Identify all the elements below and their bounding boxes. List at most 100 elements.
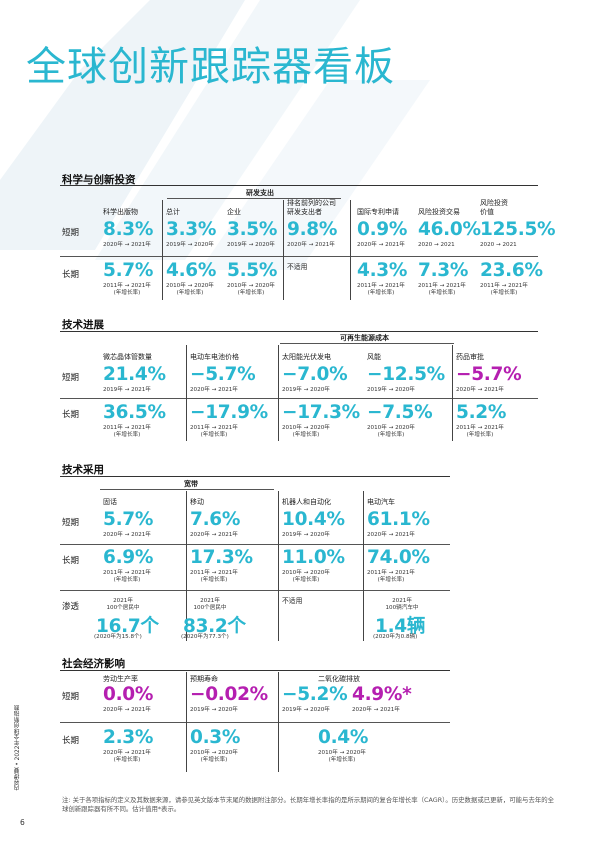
short-value: 61.1% bbox=[367, 509, 430, 530]
row-label-long: 长期 bbox=[62, 736, 80, 746]
short-period: 2019年 → 2020年 bbox=[282, 387, 330, 394]
long-period: 2010年 → 2020年 (年增长率) bbox=[282, 425, 330, 439]
long-value: 5.7% bbox=[103, 260, 154, 281]
row-divider bbox=[60, 722, 450, 723]
penetration-label: 100个居民中 bbox=[193, 605, 227, 611]
long-period-text: 2011年 → 2021年 bbox=[103, 570, 151, 576]
col-header: 电动汽车 bbox=[367, 498, 395, 506]
short-period-text: 2020年 → 2021年 bbox=[103, 242, 151, 248]
long-note: (年增长率) bbox=[328, 757, 356, 763]
row-label-short: 短期 bbox=[62, 373, 80, 383]
long-period: 2011年 → 2021年 (年增长率) bbox=[190, 425, 238, 439]
row-divider bbox=[60, 590, 450, 591]
section-title-science-investment: 科学与创新投资 bbox=[62, 174, 136, 186]
long-note: (年增长率) bbox=[200, 432, 228, 438]
long-period-text: 2010年 → 2020年 bbox=[166, 283, 214, 289]
long-period: 2010年 → 2020年 (年增长率) bbox=[166, 283, 214, 297]
long-period: 2011年 → 2021年 (年增长率) bbox=[103, 570, 151, 584]
short-period: 2019年 → 2020年 bbox=[282, 532, 330, 539]
column-divider bbox=[162, 200, 163, 300]
short-period: 2020年 → 2021年 bbox=[357, 242, 405, 249]
penetration-year: 2021年 bbox=[113, 598, 133, 604]
long-period-text: 2011年 → 2021年 bbox=[456, 425, 504, 431]
short-period-text: 2019年 → 2020年 bbox=[166, 242, 214, 248]
short-value: 5.7% bbox=[103, 509, 154, 530]
penetration-note: (2020年为0.8辆) bbox=[373, 634, 418, 640]
short-period-text: 2020年 → 2021年 bbox=[103, 532, 151, 538]
long-value: −17.3% bbox=[282, 402, 360, 423]
col-header: 电动车电池价格 bbox=[190, 353, 239, 361]
col-header: 科学出版物 bbox=[103, 208, 138, 216]
long-period: 2011年 → 2021年 (年增长率) bbox=[190, 570, 238, 584]
long-period: 2010年 → 2020年 (年增长率) bbox=[190, 750, 238, 764]
row-label-long: 长期 bbox=[62, 270, 80, 280]
column-divider bbox=[283, 200, 284, 300]
group-bracket-line bbox=[280, 343, 454, 344]
col-header: 劳动生产率 bbox=[103, 675, 138, 683]
long-note: (年增长率) bbox=[377, 432, 405, 438]
page-number: 6 bbox=[20, 818, 25, 827]
long-note: (年增长率) bbox=[113, 577, 141, 583]
col-header: 太阳能光伏发电 bbox=[282, 353, 331, 361]
group-header-broadband: 宽带 bbox=[184, 480, 198, 488]
long-period-text: 2010年 → 2020年 bbox=[282, 425, 330, 431]
section-divider bbox=[60, 476, 450, 477]
short-period: 2019年 → 2020年 bbox=[190, 707, 238, 714]
column-divider bbox=[452, 345, 453, 441]
group-bracket-line bbox=[167, 198, 341, 199]
long-period: 2011年 → 2021年 (年增长率) bbox=[103, 283, 151, 297]
not-applicable: 不适用 bbox=[287, 263, 308, 271]
short-period-text: 2020年 → 2021年 bbox=[287, 242, 335, 248]
long-period: 2011年 → 2021年 (年增长率) bbox=[103, 425, 151, 439]
section-title-tech-progress: 技术进展 bbox=[62, 319, 104, 331]
row-label-short: 短期 bbox=[62, 692, 80, 702]
group-bracket-line bbox=[100, 489, 274, 490]
page-title: 全球创新跟踪器看板 bbox=[26, 44, 395, 90]
col-header: 风险投资 价值 bbox=[480, 199, 508, 216]
long-value: 74.0% bbox=[367, 547, 430, 568]
long-value: 5.5% bbox=[227, 260, 278, 281]
col-header: 预期寿命 bbox=[190, 675, 218, 683]
long-period-text: 2020年 → 2021年 bbox=[103, 750, 151, 756]
col-header: 药品审批 bbox=[456, 353, 484, 361]
row-divider bbox=[60, 256, 538, 257]
column-divider bbox=[186, 345, 187, 441]
short-period-text: 2020年 → 2021年 bbox=[456, 387, 504, 393]
section-title-tech-adoption: 技术采用 bbox=[62, 464, 104, 476]
long-period: 2020年 → 2021年 (年增长率) bbox=[103, 750, 151, 764]
short-value: 0.0% bbox=[103, 684, 154, 705]
short-value: 8.3% bbox=[103, 219, 154, 240]
section-divider bbox=[60, 331, 538, 332]
short-period: 2020年 → 2021年 bbox=[287, 242, 335, 249]
short-value: −0.02% bbox=[190, 684, 268, 705]
col-header: 微芯晶体管数量 bbox=[103, 353, 152, 361]
short-value: 21.4% bbox=[103, 364, 166, 385]
column-divider bbox=[363, 491, 364, 641]
short-value: −5.7% bbox=[190, 364, 256, 385]
short-period-text: 2020年 → 2021年 bbox=[190, 387, 238, 393]
short-period: 2019年 → 2020年 bbox=[227, 242, 275, 249]
long-period-text: 2010年 → 2020年 bbox=[282, 570, 330, 576]
sidebar-text: 内容提要 • 2022年全球创新指数 bbox=[15, 705, 21, 791]
row-label-short: 短期 bbox=[62, 228, 80, 238]
section-title-socioeconomic: 社会经济影响 bbox=[62, 658, 125, 670]
col-header: 二氧化碳排放 bbox=[318, 675, 360, 683]
short-value: −5.2% bbox=[282, 684, 348, 705]
penetration-value: 83.2个 bbox=[183, 616, 246, 637]
col-header: 风险投资交易 bbox=[418, 208, 460, 216]
penetration-label: 100辆汽车中 bbox=[385, 605, 419, 611]
long-value: 23.6% bbox=[480, 260, 543, 281]
long-period-text: 2010年 → 2020年 bbox=[227, 283, 275, 289]
short-period-text: 2020 → 2021 bbox=[480, 242, 517, 248]
short-period-text: 2020年 → 2021年 bbox=[190, 532, 238, 538]
short-period-text: 2019年 → 2020年 bbox=[227, 242, 275, 248]
short-period-text: 2019年 → 2020年 bbox=[282, 532, 330, 538]
long-note: (年增长率) bbox=[292, 577, 320, 583]
short-value: 7.6% bbox=[190, 509, 241, 530]
long-value: 6.9% bbox=[103, 547, 154, 568]
long-value: 4.6% bbox=[166, 260, 217, 281]
footnote: 注: 关于各项指标的定义及其数据来源，请参见英文版本节末尾的数据附注部分。长期年… bbox=[62, 796, 555, 813]
short-period: 2019年 → 2021年 bbox=[103, 387, 151, 394]
long-note: (年增长率) bbox=[200, 577, 228, 583]
long-note: (年增长率) bbox=[176, 290, 204, 296]
